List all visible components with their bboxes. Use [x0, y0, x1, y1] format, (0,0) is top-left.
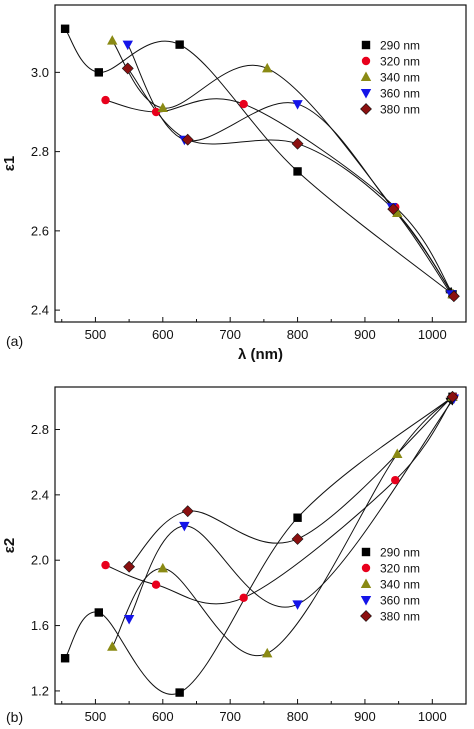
- x-axis-label: λ (nm): [238, 346, 283, 363]
- data-point-s3-1: [107, 35, 118, 45]
- legend-marker-2: [361, 56, 371, 66]
- legend-label-4: 360 nm: [380, 594, 420, 608]
- data-point-s3-2: [157, 102, 169, 113]
- legend-marker-3: [360, 71, 372, 81]
- x-tick-label: 500: [85, 327, 107, 342]
- y-tick-label: 2.6: [31, 223, 49, 238]
- x-tick-label: 600: [152, 327, 174, 342]
- data-point-s5-1: [123, 560, 136, 573]
- data-point-s2-1: [101, 560, 110, 570]
- x-tick-label: 500: [85, 709, 107, 724]
- data-point-s5-2: [181, 133, 194, 146]
- y-axis-label: ε1: [1, 156, 18, 171]
- data-point-s5-3: [291, 137, 304, 150]
- legend-label-5: 380 nm: [380, 103, 420, 117]
- x-tick-label: 1000: [418, 709, 447, 724]
- legend-label-3: 340 nm: [380, 578, 420, 592]
- y-tick-label: 2.4: [31, 487, 49, 502]
- data-point-s2-4: [391, 475, 400, 485]
- plot-frame: [54, 386, 467, 705]
- y-tick-label: 3.0: [31, 65, 49, 80]
- x-tick-label: 900: [354, 709, 376, 724]
- data-point-s1-4: [293, 513, 302, 522]
- y-tick-label: 2.8: [31, 144, 49, 159]
- legend-label-2: 320 nm: [380, 55, 420, 69]
- x-tick-label: 700: [219, 709, 241, 724]
- data-point-s5-4: [446, 390, 459, 403]
- y-tick-label: 2.8: [31, 422, 49, 437]
- data-point-s4-3: [292, 600, 303, 610]
- x-tick-label: 1000: [418, 327, 447, 342]
- y-tick-label: 1.6: [31, 618, 49, 633]
- trend-curve-5: [128, 396, 454, 568]
- legend-marker-1: [361, 547, 371, 557]
- data-point-s2-3: [239, 99, 248, 109]
- panel-label: (b): [6, 709, 23, 725]
- data-point-s3-3: [262, 62, 273, 73]
- data-point-s3-4: [392, 207, 403, 218]
- x-tick-label: 600: [152, 709, 174, 724]
- data-point-s1-3: [175, 688, 184, 697]
- y-tick-label: 1.2: [31, 683, 49, 698]
- plot-frame: [54, 4, 467, 323]
- y-axis-label: ε2: [1, 538, 18, 553]
- legend-label-5: 380 nm: [380, 610, 420, 624]
- data-point-s5-4: [387, 203, 400, 215]
- chart-panel-1: 500 600 700 800 900 1000 2.4 2.6 2.8 3.0 λ (nm) ε1 (…: [1, 4, 467, 363]
- data-point-s4-2: [179, 521, 190, 532]
- legend-marker-3: [360, 578, 372, 588]
- x-tick-label: 700: [219, 327, 241, 342]
- data-point-s2-2: [151, 580, 161, 589]
- legend-marker-2: [361, 563, 371, 573]
- data-point-s3-1: [107, 641, 118, 651]
- data-point-s1-1: [60, 654, 70, 663]
- legend-marker-5: [360, 610, 372, 622]
- data-point-s5-5: [447, 290, 460, 303]
- legend-label-4: 360 nm: [380, 87, 420, 101]
- x-tick-label: 800: [287, 327, 309, 342]
- legend-marker-4: [360, 89, 372, 99]
- legend-label-2: 320 nm: [380, 562, 420, 576]
- y-tick-label: 2.4: [31, 303, 49, 318]
- panel-label: (a): [6, 333, 23, 349]
- x-tick-label: 800: [287, 709, 309, 724]
- x-tick-label: 900: [354, 327, 376, 342]
- data-point-s1-4: [293, 167, 302, 176]
- data-point-s2-3: [239, 593, 248, 602]
- data-point-s3-2: [157, 562, 169, 573]
- legend-label-1: 290 nm: [380, 546, 420, 560]
- trend-curve-4: [128, 397, 455, 620]
- trend-curve-2: [105, 98, 455, 297]
- data-point-s4-1: [123, 615, 135, 625]
- data-point-s2-2: [151, 107, 161, 117]
- data-point-s1-2: [94, 68, 103, 77]
- data-point-s3-4: [392, 448, 403, 458]
- data-point-s5-3: [291, 533, 304, 545]
- data-point-s4-1: [122, 40, 133, 51]
- legend-marker-5: [360, 103, 372, 115]
- data-point-s5-2: [181, 505, 194, 518]
- data-point-s1-3: [175, 40, 184, 49]
- y-tick-label: 2.0: [31, 553, 49, 568]
- data-point-s1-2: [94, 608, 103, 617]
- legend-marker-1: [361, 40, 371, 50]
- legend-label-1: 290 nm: [380, 39, 420, 53]
- legend-label-3: 340 nm: [380, 71, 420, 85]
- data-point-s1-1: [60, 24, 70, 33]
- data-point-s4-3: [292, 100, 303, 110]
- data-point-s5-1: [121, 62, 134, 75]
- data-point-s2-1: [101, 95, 110, 105]
- legend-marker-4: [360, 596, 372, 606]
- data-point-s3-3: [262, 647, 273, 658]
